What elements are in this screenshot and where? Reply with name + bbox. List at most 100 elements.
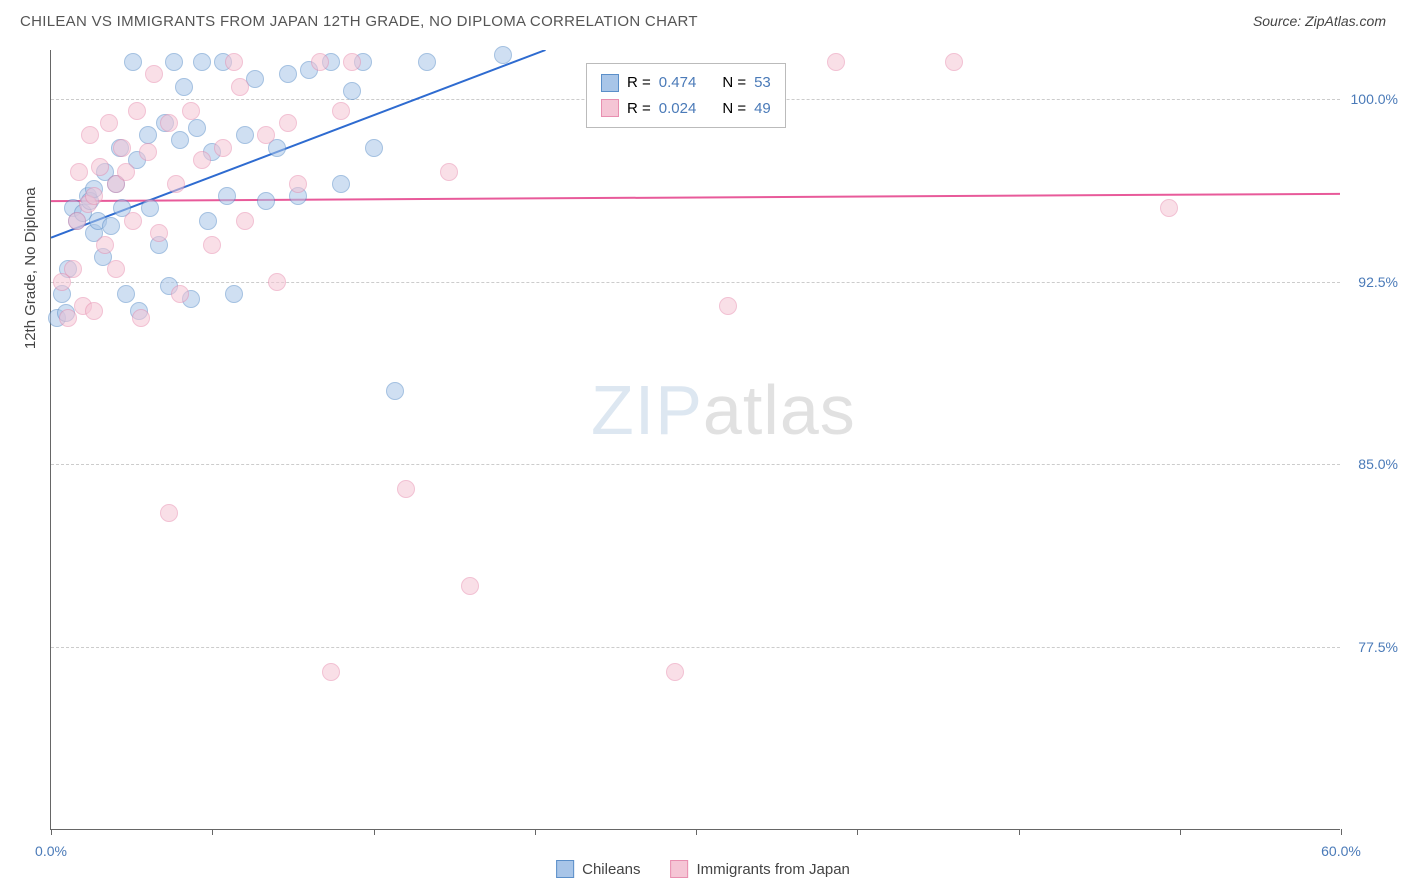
data-point [117,163,135,181]
data-point [81,126,99,144]
data-point [139,143,157,161]
data-point [827,53,845,71]
data-point [132,309,150,327]
x-tick-label: 0.0% [35,843,67,859]
series-name: Immigrants from Japan [696,857,849,883]
data-point [279,114,297,132]
legend-swatch [601,99,619,117]
data-point [236,126,254,144]
watermark-zip: ZIP [591,371,703,449]
data-point [386,382,404,400]
data-point [332,102,350,120]
gridline-h [51,647,1340,648]
data-point [171,131,189,149]
x-tick [374,829,375,835]
data-point [64,260,82,278]
data-point [343,82,361,100]
y-tick-label: 100.0% [1351,91,1398,107]
data-point [96,236,114,254]
data-point [193,151,211,169]
x-tick [51,829,52,835]
data-point [91,158,109,176]
legend-row: R = 0.024N = 49 [601,96,771,122]
data-point [418,53,436,71]
data-point [188,119,206,137]
data-point [225,53,243,71]
data-point [59,309,77,327]
data-point [117,285,135,303]
watermark: ZIPatlas [591,370,856,450]
data-point [236,212,254,230]
data-point [165,53,183,71]
data-point [257,126,275,144]
legend-r-label: R = [627,70,651,96]
y-axis-label: 12th Grade, No Diploma [22,187,39,349]
x-tick [1019,829,1020,835]
data-point [666,663,684,681]
legend-n-label: N = [722,70,746,96]
data-point [365,139,383,157]
y-tick-label: 77.5% [1358,639,1398,655]
x-tick-label: 60.0% [1321,843,1361,859]
data-point [68,212,86,230]
legend-bottom: Chileans Immigrants from Japan [556,857,850,883]
data-point [145,65,163,83]
data-point [193,53,211,71]
data-point [199,212,217,230]
data-point [1160,199,1178,217]
legend-r-label: R = [627,96,651,122]
data-point [139,126,157,144]
trend-line-immigrants-from-japan [51,194,1340,201]
data-point [70,163,88,181]
data-point [150,224,168,242]
y-tick-label: 92.5% [1358,274,1398,290]
x-tick [696,829,697,835]
data-point [102,217,120,235]
data-point [289,175,307,193]
data-point [231,78,249,96]
data-point [107,260,125,278]
data-point [332,175,350,193]
data-point [279,65,297,83]
legend-swatch [601,74,619,92]
x-tick [857,829,858,835]
data-point [128,102,146,120]
data-point [945,53,963,71]
data-point [160,504,178,522]
legend-n-value: 53 [754,70,771,96]
gridline-h [51,464,1340,465]
data-point [218,187,236,205]
x-tick [1341,829,1342,835]
data-point [440,163,458,181]
trend-lines [51,50,1340,829]
data-point [397,480,415,498]
data-point [171,285,189,303]
scatter-plot-area: ZIPatlas 77.5%85.0%92.5%100.0%0.0%60.0%R… [50,50,1340,830]
data-point [461,577,479,595]
data-point [175,78,193,96]
data-point [124,53,142,71]
legend-r-value: 0.474 [659,70,697,96]
legend-r-value: 0.024 [659,96,697,122]
data-point [100,114,118,132]
data-point [214,139,232,157]
data-point [322,663,340,681]
series-legend-item: Immigrants from Japan [670,857,849,883]
data-point [141,199,159,217]
source-attribution: Source: ZipAtlas.com [1253,13,1386,29]
series-legend-item: Chileans [556,857,640,883]
data-point [160,114,178,132]
data-point [113,139,131,157]
data-point [85,302,103,320]
data-point [225,285,243,303]
legend-n-value: 49 [754,96,771,122]
legend-swatch [670,860,688,878]
data-point [257,192,275,210]
data-point [268,273,286,291]
chart-title: CHILEAN VS IMMIGRANTS FROM JAPAN 12TH GR… [20,13,698,30]
data-point [167,175,185,193]
legend-row: R = 0.474 N = 53 [601,70,771,96]
data-point [124,212,142,230]
correlation-legend: R = 0.474 N = 53R = 0.024N = 49 [586,63,786,128]
data-point [719,297,737,315]
